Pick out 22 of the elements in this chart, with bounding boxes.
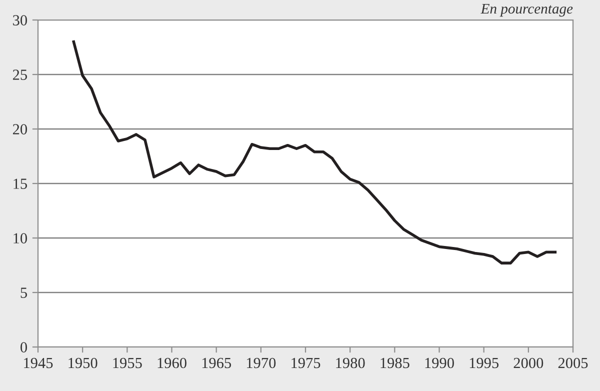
y-tick-label: 0 — [20, 342, 27, 352]
x-tick-label: 1995 — [470, 358, 499, 368]
x-tick-label: 1965 — [202, 358, 232, 368]
x-tick-label: 2005 — [558, 358, 588, 368]
x-tick-label: 1990 — [425, 358, 454, 368]
line-series — [72, 40, 557, 264]
x-tick-label: 1985 — [380, 358, 410, 368]
x-tick-label: 1975 — [292, 358, 320, 368]
x-tick-label: 1980 — [336, 358, 365, 368]
y-tick-label: 30 — [13, 15, 27, 26]
y-tick-label: 15 — [14, 178, 27, 189]
x-tick-label: 1955 — [113, 358, 142, 368]
x-tick-label: 1960 — [158, 358, 186, 368]
x-tick-label: 2000 — [514, 358, 544, 368]
y-tick-label: 10 — [14, 233, 27, 244]
y-tick-label: 20 — [12, 124, 27, 134]
text: En pourcentage — [480, 4, 573, 17]
x-tick-label: 1950 — [68, 358, 98, 368]
x-tick-label: 1970 — [246, 358, 276, 368]
x-tick-label: 1945 — [24, 358, 53, 368]
y-tick-label: 5 — [20, 288, 27, 298]
y-tick-label: 25 — [12, 70, 27, 80]
